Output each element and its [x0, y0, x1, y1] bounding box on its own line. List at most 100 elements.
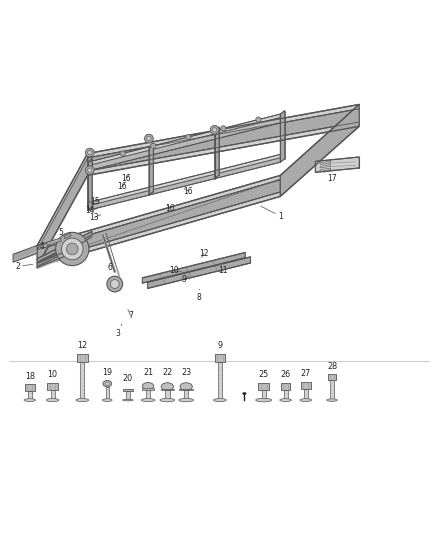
Bar [328, 374, 336, 381]
Ellipse shape [160, 398, 175, 402]
Circle shape [210, 125, 219, 134]
Circle shape [61, 238, 83, 260]
Text: 2: 2 [15, 262, 33, 271]
Polygon shape [37, 175, 280, 250]
Ellipse shape [214, 399, 226, 402]
Text: 7: 7 [128, 310, 133, 320]
Circle shape [145, 134, 153, 143]
Ellipse shape [161, 383, 173, 391]
Text: 15: 15 [91, 197, 100, 206]
Bar [281, 383, 290, 390]
Polygon shape [88, 118, 280, 171]
Bar [142, 388, 154, 390]
Text: 23: 23 [181, 368, 191, 377]
Polygon shape [37, 154, 88, 266]
Polygon shape [46, 238, 61, 246]
Text: 3: 3 [116, 324, 122, 337]
Bar [165, 391, 170, 400]
Text: 16: 16 [121, 174, 131, 182]
Circle shape [67, 243, 78, 255]
Text: 13: 13 [89, 213, 101, 222]
Ellipse shape [300, 399, 311, 401]
Bar [28, 391, 32, 400]
Ellipse shape [141, 399, 155, 402]
Polygon shape [88, 158, 280, 211]
Bar [215, 354, 225, 361]
Text: 11: 11 [217, 266, 228, 276]
Text: 1: 1 [261, 206, 283, 221]
Polygon shape [13, 246, 37, 262]
Circle shape [85, 166, 94, 174]
Ellipse shape [179, 398, 194, 402]
Ellipse shape [123, 399, 133, 401]
Text: 21: 21 [143, 368, 153, 377]
Ellipse shape [24, 399, 35, 401]
Bar [262, 391, 265, 400]
Ellipse shape [180, 383, 192, 391]
Ellipse shape [280, 399, 291, 401]
Text: 27: 27 [300, 369, 311, 378]
Text: 17: 17 [324, 172, 337, 182]
Text: 22: 22 [162, 368, 173, 377]
Ellipse shape [327, 399, 337, 401]
Circle shape [147, 136, 151, 141]
Bar [218, 361, 222, 400]
Circle shape [221, 126, 226, 131]
Ellipse shape [76, 399, 88, 402]
Polygon shape [88, 109, 359, 171]
Polygon shape [37, 192, 280, 266]
Bar [284, 390, 287, 400]
Text: 12: 12 [199, 249, 208, 258]
Circle shape [107, 276, 123, 292]
Bar [258, 383, 269, 391]
Bar [123, 389, 133, 391]
Text: 20: 20 [123, 375, 133, 383]
Bar [301, 382, 311, 389]
Bar [106, 387, 109, 400]
Circle shape [120, 151, 125, 156]
Text: 8: 8 [197, 289, 201, 302]
Bar [330, 381, 334, 400]
Circle shape [256, 117, 261, 122]
Text: 9: 9 [217, 341, 223, 350]
Bar [47, 383, 58, 391]
Polygon shape [88, 159, 92, 211]
Text: 16: 16 [184, 187, 193, 196]
Polygon shape [142, 253, 245, 283]
Text: 26: 26 [280, 370, 291, 379]
Text: 14: 14 [85, 206, 97, 215]
Bar [25, 384, 35, 391]
Text: 18: 18 [25, 372, 35, 381]
Bar [146, 390, 150, 400]
Circle shape [56, 232, 89, 265]
Polygon shape [88, 104, 359, 158]
Text: 10: 10 [170, 266, 182, 276]
Ellipse shape [46, 399, 59, 402]
Text: 4: 4 [39, 243, 53, 251]
Polygon shape [215, 127, 219, 179]
Text: 25: 25 [258, 370, 269, 379]
Circle shape [212, 128, 217, 132]
Text: 5: 5 [58, 228, 68, 237]
Bar [50, 391, 54, 400]
Circle shape [110, 280, 119, 288]
Text: 28: 28 [327, 362, 337, 371]
Ellipse shape [105, 382, 110, 385]
Polygon shape [315, 157, 359, 172]
Ellipse shape [142, 383, 154, 390]
Ellipse shape [256, 398, 272, 402]
Ellipse shape [103, 381, 112, 387]
Polygon shape [64, 233, 71, 238]
Text: 16: 16 [165, 204, 175, 213]
Polygon shape [37, 154, 88, 250]
Text: 12: 12 [77, 341, 88, 350]
Bar [161, 389, 174, 391]
Ellipse shape [102, 399, 112, 401]
Circle shape [186, 134, 191, 140]
Text: 19: 19 [102, 368, 113, 377]
Polygon shape [88, 114, 280, 166]
Polygon shape [37, 231, 92, 262]
Text: 6: 6 [107, 263, 115, 272]
Bar [304, 389, 307, 400]
Text: 10: 10 [48, 370, 57, 379]
